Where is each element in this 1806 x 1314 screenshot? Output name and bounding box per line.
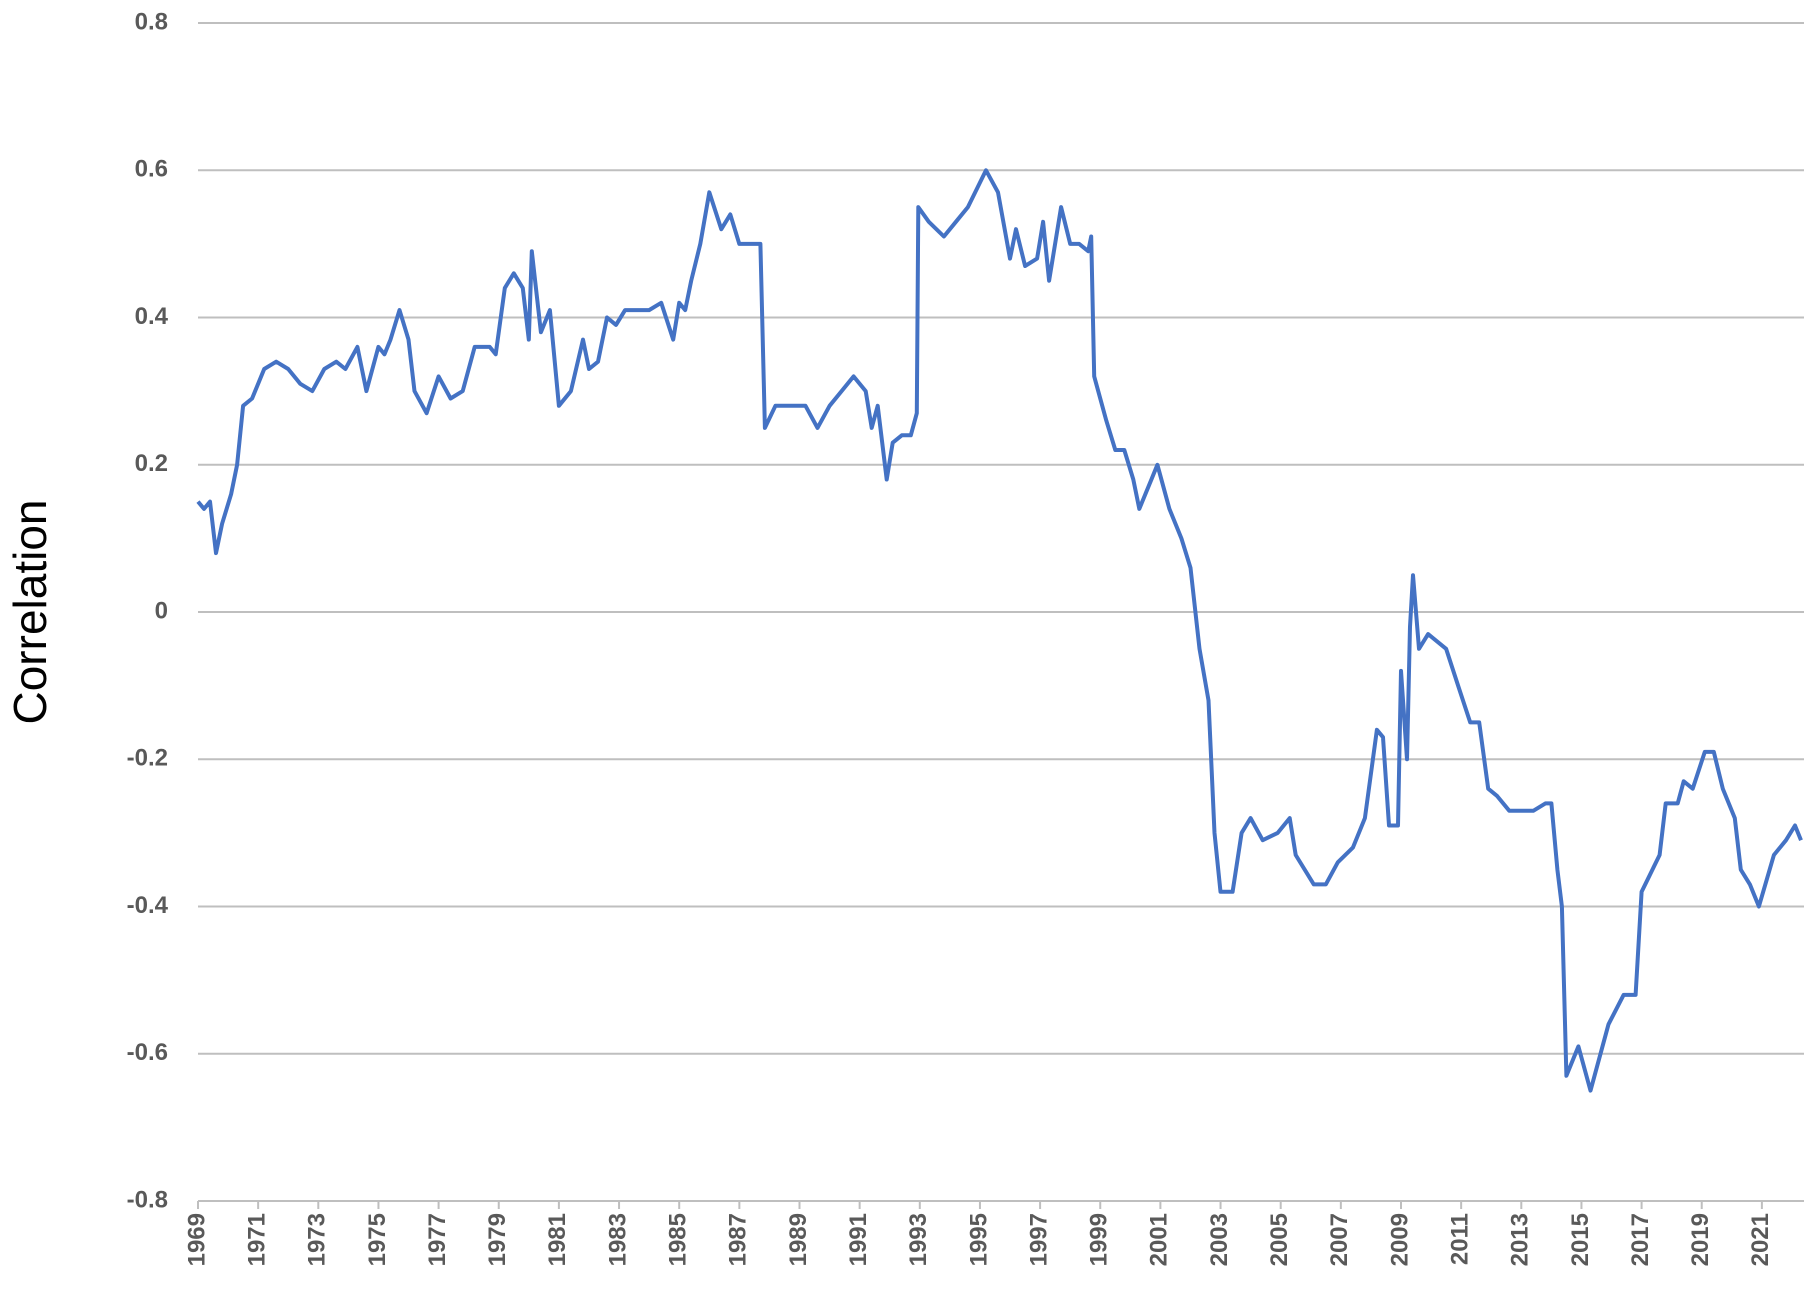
x-tick-label: 2011 xyxy=(1446,1213,1473,1265)
x-tick-label: 2017 xyxy=(1627,1213,1654,1266)
y-tick-label: -0.4 xyxy=(127,892,169,919)
x-tick-label: 1993 xyxy=(905,1213,932,1266)
x-tick-label: 1991 xyxy=(845,1213,872,1266)
x-tick-label: 2021 xyxy=(1747,1213,1774,1266)
x-tick-label: 2007 xyxy=(1326,1213,1353,1266)
x-tick-label: 2019 xyxy=(1687,1213,1714,1266)
x-tick-label: 2001 xyxy=(1146,1213,1173,1266)
x-tick-label: 1985 xyxy=(665,1213,692,1266)
x-tick-label: 1983 xyxy=(604,1213,631,1266)
x-tick-label: 1987 xyxy=(725,1213,752,1266)
x-tick-label: 1999 xyxy=(1086,1213,1113,1266)
y-tick-label: 0.2 xyxy=(135,450,168,477)
y-tick-label: 0.4 xyxy=(135,303,169,330)
y-tick-label: 0.8 xyxy=(135,8,168,35)
y-tick-label: -0.2 xyxy=(127,745,168,772)
x-tick-label: 1973 xyxy=(304,1213,331,1266)
y-tick-label: -0.6 xyxy=(127,1039,168,1066)
x-tick-label: 2013 xyxy=(1507,1213,1534,1266)
x-tick-label: 1977 xyxy=(424,1213,451,1266)
x-tick-label: 2005 xyxy=(1266,1213,1293,1266)
data-line xyxy=(196,168,1803,1093)
y-tick-label: 0.6 xyxy=(135,156,168,183)
y-tick-label: -0.8 xyxy=(127,1186,168,1213)
y-axis-title: Correlation xyxy=(4,500,56,725)
x-tick-label: 2015 xyxy=(1567,1213,1594,1266)
x-tick-label: 1979 xyxy=(484,1213,511,1266)
x-tick-label: 1995 xyxy=(965,1213,992,1266)
x-tick-label: 1989 xyxy=(785,1213,812,1266)
x-tick-label: 1981 xyxy=(544,1213,571,1266)
x-tick-label: 1997 xyxy=(1025,1213,1052,1266)
x-tick-label: 1971 xyxy=(243,1213,270,1266)
x-tick-label: 1969 xyxy=(183,1213,210,1266)
x-tick-label: 2003 xyxy=(1206,1213,1233,1266)
x-tick-label: 2009 xyxy=(1386,1213,1413,1266)
y-tick-label: 0 xyxy=(155,597,168,624)
x-tick-label: 1975 xyxy=(364,1213,391,1266)
